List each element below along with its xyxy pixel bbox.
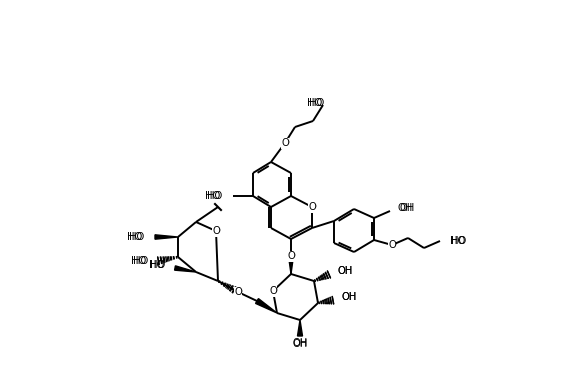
Text: OH: OH [292, 339, 308, 349]
Text: HO: HO [308, 98, 323, 108]
Text: O: O [212, 226, 220, 236]
Text: HO: HO [133, 256, 148, 266]
Text: HO: HO [309, 98, 325, 108]
Text: O: O [234, 287, 242, 297]
Polygon shape [155, 235, 178, 239]
Text: HO: HO [127, 232, 142, 242]
Text: O: O [287, 251, 295, 261]
Text: OH: OH [341, 292, 356, 302]
Text: O: O [308, 202, 316, 212]
Text: HO: HO [150, 260, 165, 270]
Text: O: O [212, 226, 220, 236]
Text: HO: HO [451, 236, 466, 246]
Text: O: O [281, 138, 289, 148]
Text: OH: OH [292, 338, 308, 348]
Polygon shape [175, 266, 196, 272]
Text: HO: HO [207, 191, 222, 201]
Text: O: O [281, 138, 289, 148]
Text: O: O [234, 287, 242, 297]
Polygon shape [256, 299, 277, 313]
Text: HO: HO [450, 236, 465, 246]
Text: O: O [269, 286, 277, 296]
Text: HO: HO [131, 256, 146, 266]
Text: HO: HO [129, 232, 144, 242]
Text: OH: OH [337, 266, 352, 276]
Text: HO: HO [149, 260, 164, 270]
Text: HO: HO [205, 191, 220, 201]
Text: O: O [269, 286, 277, 296]
Text: O: O [388, 240, 396, 250]
Polygon shape [289, 256, 293, 274]
Text: OH: OH [338, 266, 353, 276]
Text: OH: OH [342, 292, 358, 302]
Polygon shape [298, 320, 302, 336]
Text: O: O [388, 240, 396, 250]
Text: OH: OH [398, 203, 413, 213]
Text: O: O [308, 202, 316, 212]
Text: O: O [287, 251, 295, 261]
Text: OH: OH [400, 203, 415, 213]
